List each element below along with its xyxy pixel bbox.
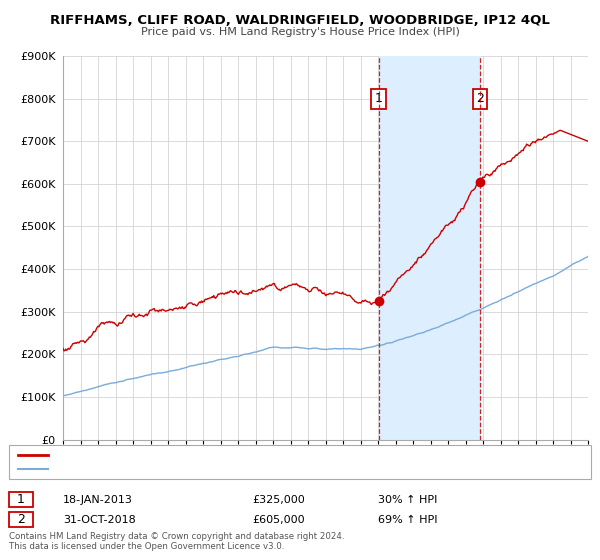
- Text: HPI: Average price, detached house, East Suffolk: HPI: Average price, detached house, East…: [53, 464, 292, 474]
- Text: RIFFHAMS, CLIFF ROAD, WALDRINGFIELD, WOODBRIDGE, IP12 4QL: RIFFHAMS, CLIFF ROAD, WALDRINGFIELD, WOO…: [50, 14, 550, 27]
- Text: Contains HM Land Registry data © Crown copyright and database right 2024.: Contains HM Land Registry data © Crown c…: [9, 532, 344, 541]
- Text: RIFFHAMS, CLIFF ROAD, WALDRINGFIELD, WOODBRIDGE, IP12 4QL (detached house): RIFFHAMS, CLIFF ROAD, WALDRINGFIELD, WOO…: [53, 450, 470, 460]
- Text: 31-OCT-2018: 31-OCT-2018: [63, 515, 136, 525]
- Text: 30% ↑ HPI: 30% ↑ HPI: [378, 494, 437, 505]
- Text: £325,000: £325,000: [252, 494, 305, 505]
- Text: £605,000: £605,000: [252, 515, 305, 525]
- Text: 2: 2: [476, 92, 484, 105]
- Text: 1: 1: [17, 493, 25, 506]
- Text: 18-JAN-2013: 18-JAN-2013: [63, 494, 133, 505]
- Text: 2: 2: [17, 513, 25, 526]
- Bar: [379, 56, 480, 440]
- Text: Price paid vs. HM Land Registry's House Price Index (HPI): Price paid vs. HM Land Registry's House …: [140, 27, 460, 37]
- Text: This data is licensed under the Open Government Licence v3.0.: This data is licensed under the Open Gov…: [9, 542, 284, 551]
- Text: 1: 1: [375, 92, 383, 105]
- Text: 69% ↑ HPI: 69% ↑ HPI: [378, 515, 437, 525]
